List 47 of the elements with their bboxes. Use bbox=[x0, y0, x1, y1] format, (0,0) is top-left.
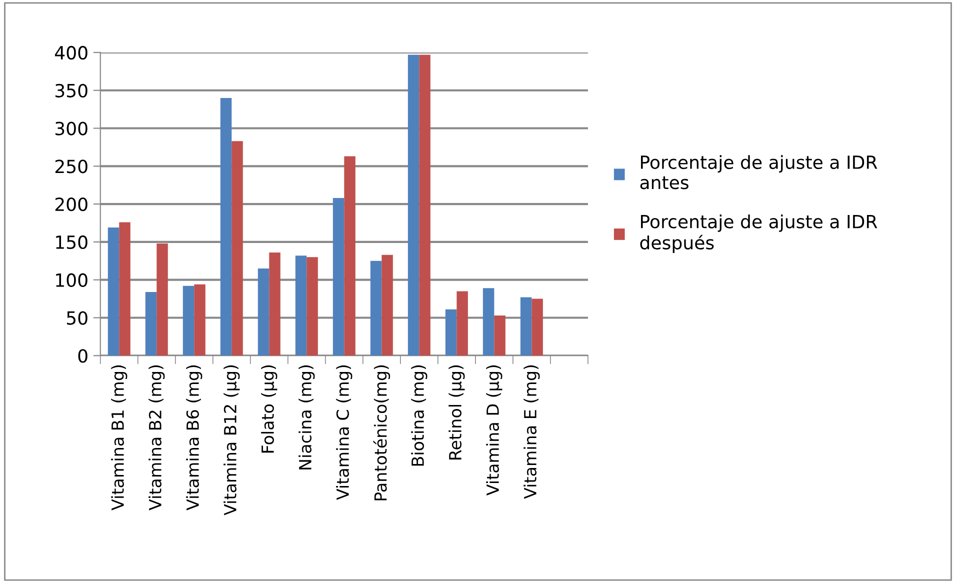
bar bbox=[482, 288, 494, 356]
x-tick-label: Vitamina B12 (µg) bbox=[224, 365, 240, 516]
x-tick-label: Niacina (mg) bbox=[298, 365, 315, 470]
bar bbox=[232, 141, 243, 356]
bar bbox=[370, 260, 382, 356]
y-tick-label: 250 bbox=[55, 160, 88, 174]
bar bbox=[445, 309, 457, 356]
y-tick-label: 350 bbox=[55, 84, 88, 98]
bar bbox=[156, 243, 168, 356]
x-tick-label: Retinol (µg) bbox=[448, 365, 465, 460]
y-tick-label: 150 bbox=[56, 235, 88, 250]
bar bbox=[269, 252, 280, 356]
x-tick-label: Vitamina B1 (mg) bbox=[111, 365, 128, 510]
bar bbox=[344, 156, 356, 356]
y-tick-label: 400 bbox=[54, 46, 88, 60]
bar bbox=[332, 198, 344, 356]
bar bbox=[108, 228, 120, 356]
bar bbox=[494, 315, 506, 356]
x-tick-label: Vitamina D (µg) bbox=[486, 365, 502, 496]
y-tick-label: 200 bbox=[55, 198, 88, 212]
bar bbox=[408, 54, 420, 356]
bar bbox=[306, 257, 318, 356]
legend-label: Porcentaje de ajuste a IDR después bbox=[640, 214, 878, 254]
bar bbox=[182, 286, 194, 356]
x-tick-label: Vitamina C (mg) bbox=[336, 365, 352, 500]
bar bbox=[145, 292, 157, 356]
bar bbox=[194, 284, 206, 356]
x-tick-label: Folato (µg) bbox=[261, 365, 278, 453]
y-tick-label: 300 bbox=[55, 122, 88, 136]
x-tick-label: Vitamina B6 (mg) bbox=[186, 365, 202, 510]
bar bbox=[520, 297, 532, 356]
bar bbox=[295, 256, 307, 356]
x-tick-label: Vitamina B2 (mg) bbox=[148, 365, 165, 510]
x-tick-label: Biotina (mg) bbox=[411, 365, 428, 466]
y-tick-label: 50 bbox=[66, 311, 88, 325]
y-tick-label: 100 bbox=[56, 273, 88, 287]
x-tick-label: Pantoténico(mg) bbox=[373, 365, 390, 500]
bar bbox=[456, 291, 468, 356]
bar bbox=[382, 254, 393, 356]
bar bbox=[419, 54, 430, 356]
bar bbox=[220, 98, 232, 356]
bar bbox=[258, 268, 270, 356]
y-tick-label: 0 bbox=[78, 349, 88, 363]
bar bbox=[532, 298, 543, 356]
bar bbox=[119, 222, 130, 356]
legend-label: Porcentaje de ajuste a IDR antes bbox=[640, 155, 878, 190]
x-tick-label: Vitamina E (mg) bbox=[524, 365, 540, 499]
